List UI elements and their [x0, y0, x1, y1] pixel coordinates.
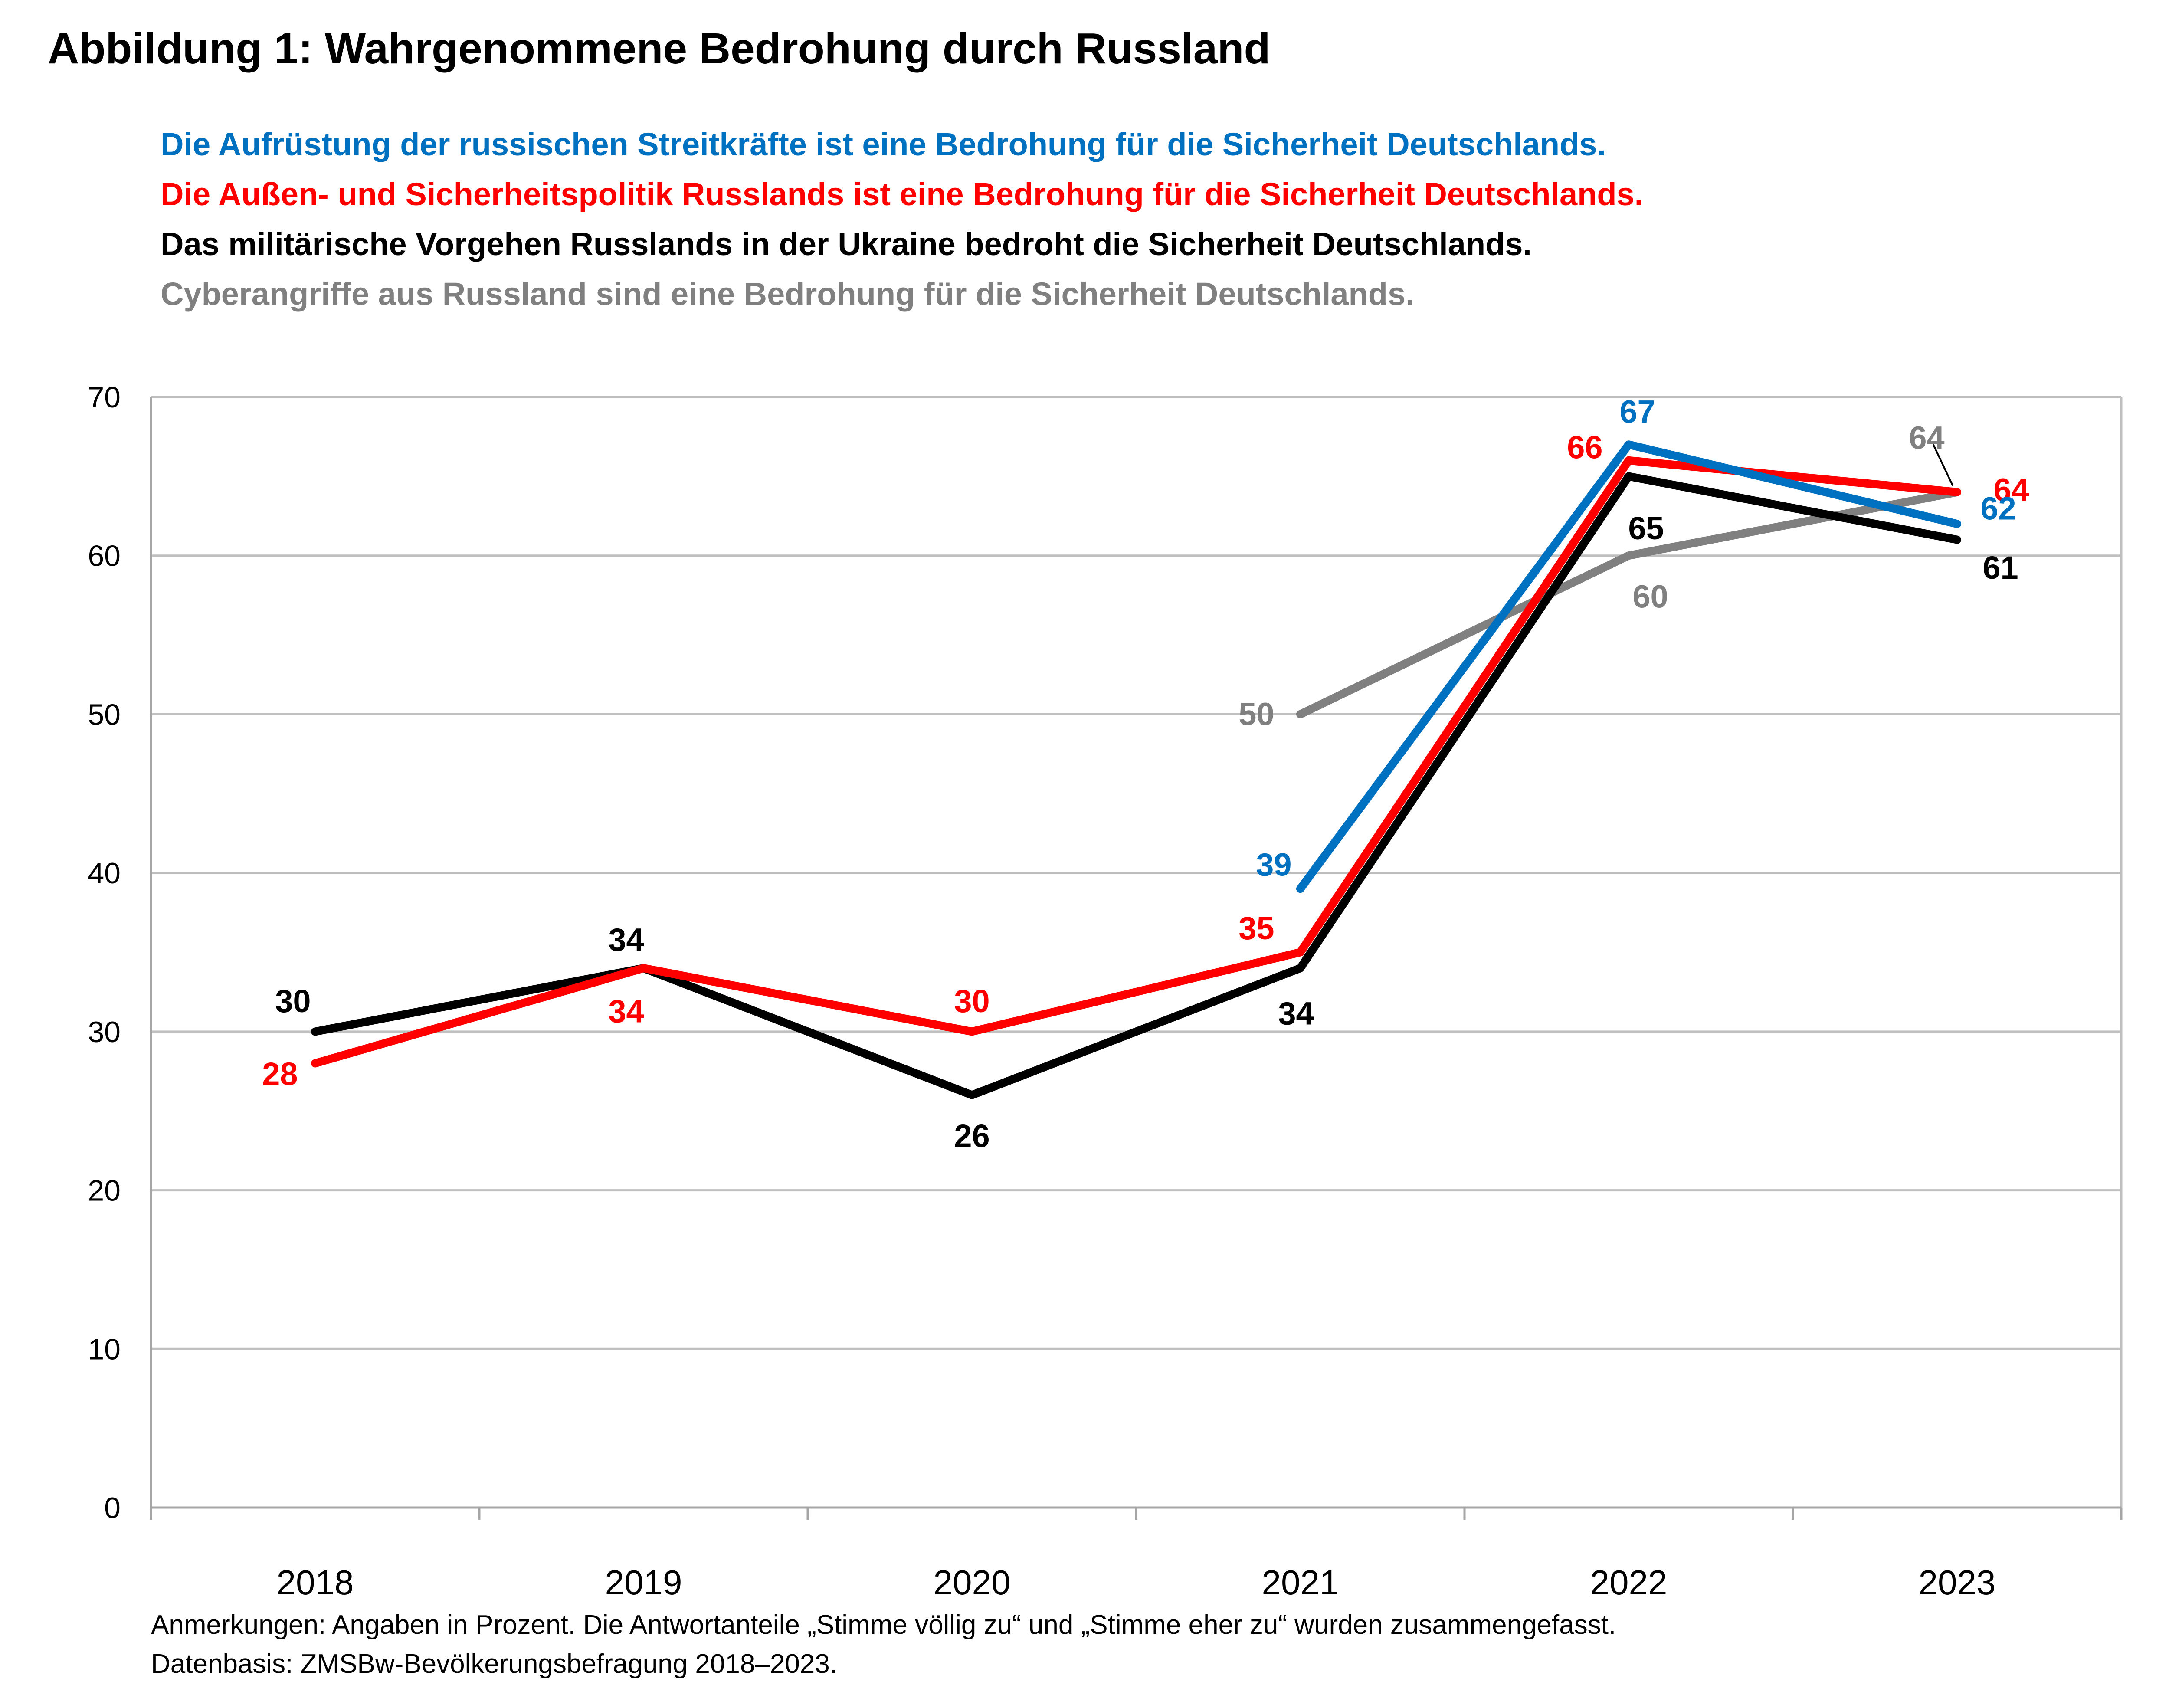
- data-label-aussenpolitik-2020: 30: [954, 983, 989, 1019]
- data-label-aufruestung-2021: 39: [1256, 847, 1291, 883]
- data-label-cyber-2022: 60: [1632, 579, 1668, 615]
- data-label-aufruestung-2022: 67: [1619, 394, 1655, 430]
- data-label-ukraine-2019: 34: [608, 922, 644, 958]
- data-label-ukraine-2018: 30: [275, 983, 311, 1019]
- y-tick-label-60: 60: [88, 540, 121, 573]
- y-tick-label-40: 40: [88, 857, 121, 890]
- series-line-cyber: [1296, 488, 1961, 718]
- y-tick-label-0: 0: [104, 1492, 121, 1524]
- legend-entry-aufruestung: Die Aufrüstung der russischen Streitkräf…: [161, 126, 1606, 162]
- data-label-ukraine-2022: 65: [1628, 510, 1664, 546]
- x-tick-label-2023: 2023: [1919, 1563, 1996, 1602]
- y-tick-label-30: 30: [88, 1016, 121, 1049]
- data-label-aussenpolitik-2023: 64: [1993, 472, 2029, 508]
- series-line-ukraine: [311, 472, 1961, 1099]
- y-tick-label-20: 20: [88, 1174, 121, 1207]
- data-label-cyber-2021: 50: [1238, 696, 1274, 732]
- y-tick-label-70: 70: [88, 381, 121, 414]
- y-tick-label-10: 10: [88, 1333, 121, 1366]
- series-line-aussenpolitik: [311, 456, 1961, 1068]
- data-label-aussenpolitik-2021: 35: [1238, 910, 1274, 946]
- chart-title: Abbildung 1: Wahrgenommene Bedrohung dur…: [48, 24, 1271, 73]
- data-label-aussenpolitik-2018: 28: [262, 1056, 298, 1092]
- data-label-aufruestung-2023: 62: [1980, 491, 2016, 527]
- y-tick-label-50: 50: [88, 698, 121, 731]
- legend-entry-cyber: Cyberangriffe aus Russland sind eine Bed…: [161, 276, 1415, 312]
- data-label-ukraine-2020: 26: [954, 1118, 989, 1154]
- x-tick-label-2019: 2019: [605, 1563, 682, 1602]
- x-tick-label-2020: 2020: [934, 1563, 1011, 1602]
- legend-entry-aussenpolitik: Die Außen- und Sicherheitspolitik Russla…: [161, 176, 1644, 212]
- data-label-aussenpolitik-2022: 66: [1567, 429, 1602, 465]
- x-tick-label-2022: 2022: [1590, 1563, 1668, 1602]
- x-tick-label-2018: 2018: [277, 1563, 354, 1602]
- leader-line-cyber-2023: [1932, 444, 1954, 486]
- legend-entry-ukraine: Das militärische Vorgehen Russlands in d…: [161, 226, 1532, 262]
- footnote-data-source: Datenbasis: ZMSBw-Bevölkerungsbefragung …: [151, 1649, 837, 1679]
- data-label-ukraine-2021: 34: [1278, 996, 1314, 1032]
- data-label-ukraine-2023: 61: [1982, 550, 2018, 586]
- data-label-cyber-2023: 64: [1909, 420, 1944, 456]
- footnote-remarks: Anmerkungen: Angaben in Prozent. Die Ant…: [151, 1610, 1616, 1640]
- x-tick-label-2021: 2021: [1262, 1563, 1339, 1602]
- series-line-aufruestung: [1296, 440, 1961, 893]
- data-label-aussenpolitik-2019: 34: [608, 993, 644, 1029]
